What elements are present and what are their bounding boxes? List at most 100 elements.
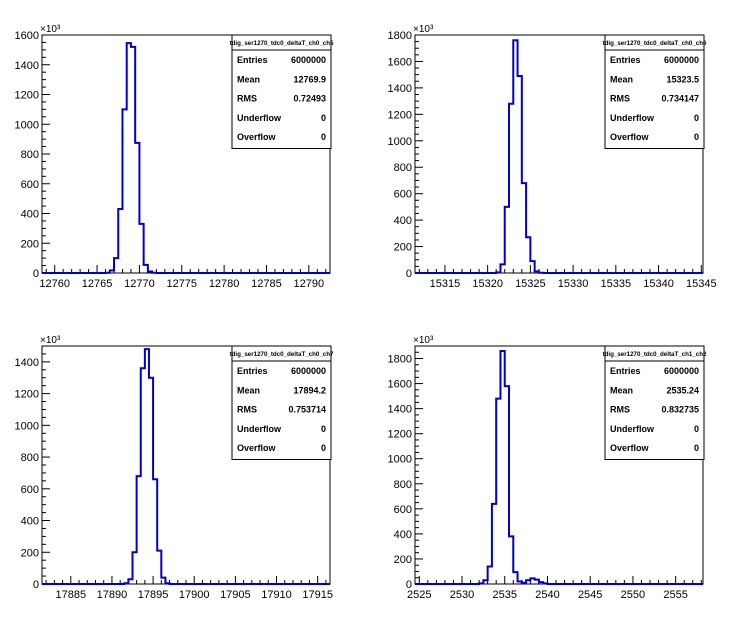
stats-box: tdig_ser1270_tdc0_deltaT_ch0_ch7 Entries 6…: [230, 345, 334, 460]
histogram-line: [415, 39, 703, 274]
stat-value: 2535.24: [666, 385, 699, 395]
histogram-title: tdig_ser1270_tdc0_deltaT_ch0_ch7: [230, 351, 334, 358]
x-tick-label: 12770: [124, 278, 155, 290]
stat-value: 17894.2: [293, 385, 326, 395]
stat-value: 0: [321, 443, 326, 453]
stats-box-frame: [231, 34, 332, 149]
stat-label: Entries: [610, 366, 641, 376]
stat-value: 6000000: [291, 55, 326, 65]
y-tick-label: 800: [394, 162, 412, 174]
stat-label: Underflow: [237, 424, 282, 434]
y-multiplier-label: ×10³: [413, 24, 434, 35]
stat-label: Overflow: [610, 443, 650, 453]
y-tick-label: 0: [406, 268, 412, 280]
stat-value: 6000000: [291, 366, 326, 376]
y-tick-label: 400: [394, 215, 412, 227]
histogram-panel-4: ×10³ 0 200 400 600 800 1000 1200 1400 1600 1800 252…: [388, 335, 707, 601]
x-tick-label: 15345: [686, 278, 717, 290]
y-tick-label: 800: [21, 149, 39, 161]
y-tick-label: 1400: [15, 60, 39, 72]
x-tick-label: 17905: [220, 589, 251, 601]
x-tick-label: 15320: [472, 278, 503, 290]
y-tick-label: 1400: [15, 357, 39, 369]
x-tick-label: 12765: [82, 278, 113, 290]
x-tick-label: 2545: [578, 589, 602, 601]
y-tick-label: 1200: [15, 389, 39, 401]
y-tick-label: 200: [394, 242, 412, 254]
stat-value: 0.72493: [293, 94, 326, 104]
y-multiplier-label: ×10³: [413, 335, 434, 346]
stat-label: Mean: [237, 74, 260, 84]
stat-value: 15323.5: [666, 74, 699, 84]
stat-value: 0: [694, 443, 699, 453]
x-tick-label: 2525: [407, 589, 431, 601]
stat-label: Underflow: [237, 113, 282, 123]
y-tick-label: 1000: [15, 420, 39, 432]
y-tick-label: 1600: [15, 30, 39, 42]
stat-label: Mean: [237, 385, 260, 395]
y-tick-label: 1200: [388, 109, 412, 121]
stat-label: Entries: [610, 55, 641, 65]
stat-value: 0.832735: [661, 405, 699, 415]
x-tick-label: 12780: [209, 278, 240, 290]
x-tick-label: 17890: [97, 589, 128, 601]
x-tick-label: 15325: [515, 278, 546, 290]
y-tick-label: 1400: [388, 404, 412, 416]
y-tick-label: 400: [21, 516, 39, 528]
y-multiplier-label: ×10³: [40, 24, 61, 35]
y-tick-label: 600: [21, 179, 39, 191]
y-tick-label: 200: [394, 554, 412, 566]
stat-value: 0: [321, 113, 326, 123]
stat-value: 0: [321, 424, 326, 434]
stat-value: 0.753714: [288, 405, 326, 415]
x-tick-label: 2540: [535, 589, 559, 601]
y-tick-label: 1800: [388, 354, 412, 366]
x-tick-label: 12775: [166, 278, 197, 290]
x-tick-label: 12785: [251, 278, 282, 290]
y-tick-label: 1600: [388, 379, 412, 391]
x-tick-label: 2550: [621, 589, 645, 601]
stat-label: RMS: [610, 405, 630, 415]
stat-value: 0: [321, 132, 326, 142]
x-tick-label: 12790: [294, 278, 325, 290]
stat-label: RMS: [237, 94, 257, 104]
stat-label: Mean: [610, 74, 633, 84]
y-tick-label: 1200: [388, 429, 412, 441]
histogram-line: [415, 350, 703, 585]
y-tick-label: 1000: [388, 454, 412, 466]
histogram-panel-3: ×10³ 0 200 400 600 800 1000 1200 1400 17885 17890 1…: [15, 335, 334, 601]
stat-value: 6000000: [664, 55, 699, 65]
x-tick-label: 17885: [56, 589, 87, 601]
y-tick-label: 600: [21, 484, 39, 496]
y-multiplier-label: ×10³: [40, 335, 61, 346]
x-tick-label: 15330: [558, 278, 589, 290]
stat-value: 0: [694, 424, 699, 434]
histogram-title: tdig_ser1270_tdc0_deltaT_ch0_ch5: [230, 40, 334, 47]
x-tick-label: 2535: [492, 589, 516, 601]
x-tick-label: 15340: [643, 278, 674, 290]
stat-label: RMS: [610, 94, 630, 104]
stats-box: tdig_ser1270_tdc0_deltaT_ch0_ch6 Entries 6…: [603, 34, 707, 149]
y-tick-label: 800: [21, 452, 39, 464]
histogram-title: tdig_ser1270_tdc0_deltaT_ch1_ch2: [603, 351, 707, 358]
y-tick-label: 200: [21, 238, 39, 250]
histogram-line: [42, 348, 330, 585]
stat-value: 0: [694, 132, 699, 142]
x-tick-label: 17900: [179, 589, 210, 601]
stats-box-frame: [231, 345, 332, 460]
y-tick-label: 0: [33, 579, 39, 591]
stats-box-frame: [604, 34, 705, 149]
stat-value: 0: [694, 113, 699, 123]
stat-label: Entries: [237, 55, 268, 65]
x-tick-label: 17915: [302, 589, 333, 601]
x-tick-label: 15315: [430, 278, 461, 290]
stats-box: tdig_ser1270_tdc0_deltaT_ch1_ch2 Entries 6…: [603, 345, 707, 460]
x-tick-label: 2555: [663, 589, 687, 601]
y-tick-label: 400: [21, 209, 39, 221]
stat-label: RMS: [237, 405, 257, 415]
x-tick-label: 15335: [601, 278, 632, 290]
histogram-line: [42, 42, 330, 274]
y-tick-label: 1200: [15, 90, 39, 102]
histogram-title: tdig_ser1270_tdc0_deltaT_ch0_ch6: [603, 40, 707, 47]
